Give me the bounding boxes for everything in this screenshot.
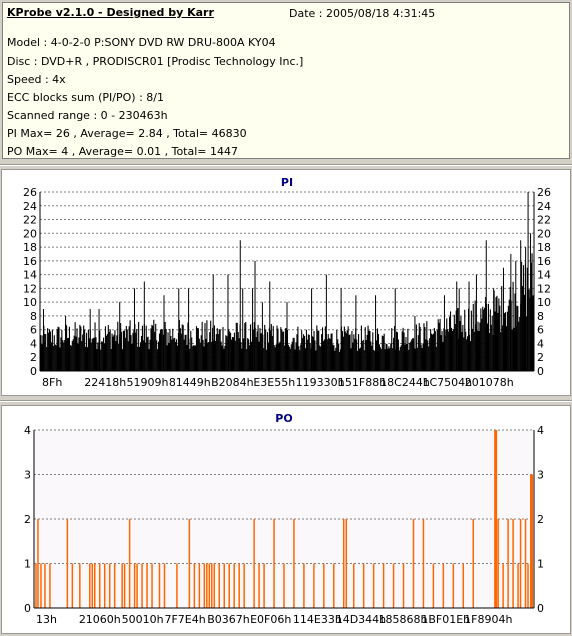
y-tick-label-left: 2 [24,513,31,526]
x-tick-label: 22418h [84,376,126,389]
y-tick-label-left: 16 [23,255,37,268]
x-tick-label: 1C7504h [422,376,472,389]
section-divider [0,164,572,165]
app-title: KProbe v2.1.0 - Designed by Karr [7,6,214,19]
y-tick-label-right: 10 [537,296,551,309]
y-tick-label-right: 8 [537,310,544,323]
x-tick-label: 114E33h [293,613,342,626]
y-tick-label-right: 16 [537,255,551,268]
x-tick-label: 151F88h [338,376,386,389]
disc-line: Disc : DVD+R , PRODISCR01 [Prodisc Techn… [7,55,304,68]
x-tick-label: 8Fh [42,376,62,389]
y-tick-label-right: 26 [537,186,551,199]
y-tick-label-right: 0 [537,365,544,378]
y-tick-label-left: 18 [23,241,37,254]
y-tick-label-left: 10 [23,296,37,309]
y-tick-label-left: 2 [30,351,37,364]
y-tick-label-right: 24 [537,200,551,213]
y-tick-label-left: 26 [23,186,37,199]
y-tick-label-left: 8 [30,310,37,323]
y-tick-label-right: 18 [537,241,551,254]
y-tick-label-left: 1 [24,558,31,571]
y-tick-label-right: 14 [537,269,551,282]
y-tick-label-left: 0 [30,365,37,378]
y-tick-label-right: 20 [537,227,551,240]
x-tick-label: 185868h [379,613,428,626]
x-tick-label: 13h [36,613,57,626]
y-tick-label-right: 4 [537,337,544,350]
y-tick-label-left: 24 [23,200,37,213]
y-tick-label-left: 3 [24,469,31,482]
section-divider-highlight [0,401,572,402]
x-tick-label: 81449h [169,376,211,389]
y-tick-label-left: 22 [23,214,37,227]
x-tick-label: 21060h [79,613,121,626]
x-tick-label: 1F8904h [464,613,512,626]
x-tick-label: E0F06h [250,613,291,626]
x-tick-label: 18C244h [380,376,430,389]
y-tick-label-left: 0 [24,602,31,615]
x-tick-label: 14D344h [336,613,386,626]
x-tick-label: B0367h [207,613,250,626]
speed-line: Speed : 4x [7,73,66,86]
y-tick-label-left: 12 [23,282,37,295]
y-tick-label-right: 22 [537,214,551,227]
y-tick-label-left: 20 [23,227,37,240]
y-tick-label-right: 12 [537,282,551,295]
y-tick-label-right: 6 [537,324,544,337]
x-tick-label: 7F7E4h [164,613,205,626]
x-tick-label: 50010h [122,613,164,626]
x-tick-label: E3E55h [253,376,295,389]
section-divider [0,400,572,401]
pi-chart-panel: PI 0 0 2 2 4 4 6 6 8 8 10 10 12 12 14 14 16 16 18 18 20 20 22 22… [1,169,571,396]
y-tick-label-left: 4 [30,337,37,350]
scan-date: Date : 2005/08/18 4:31:45 [289,7,436,20]
y-tick-label-right: 0 [537,602,544,615]
po-stats-line: PO Max= 4 , Average= 0.01 , Total= 1447 [7,145,238,158]
y-tick-label-left: 6 [30,324,37,337]
y-tick-label-right: 2 [537,351,544,364]
y-tick-label-right: 4 [537,424,544,437]
chart-title: PO [275,412,292,425]
po-chart-panel: PO 0 0 1 1 2 2 3 3 4 4 13h 21060h 50010h 7F7E4h B0367h E… [1,405,571,634]
model-line: Model : 4-0-2-0 P:SONY DVD RW DRU-800A K… [7,36,276,49]
x-tick-label: 1BF01Eh [421,613,470,626]
y-tick-label-left: 4 [24,424,31,437]
po-chart: PO 0 0 1 1 2 2 3 3 4 4 13h 21060h 50010h 7F7E4h B0367h E… [24,412,544,626]
y-tick-label-right: 1 [537,558,544,571]
x-tick-label: B2084h [211,376,254,389]
x-tick-label: 51909h [127,376,169,389]
x-tick-label: 119330h [296,376,345,389]
pi-stats-line: PI Max= 26 , Average= 2.84 , Total= 4683… [7,127,247,140]
y-tick-label-right: 3 [537,469,544,482]
chart-title: PI [281,176,293,189]
y-tick-label-right: 2 [537,513,544,526]
range-line: Scanned range : 0 - 230463h [7,109,168,122]
x-tick-label: 201078h [465,376,514,389]
ecc-line: ECC blocks sum (PI/PO) : 8/1 [7,91,164,104]
section-divider-highlight [0,165,572,166]
info-panel: KProbe v2.1.0 - Designed by Karr Date : … [2,2,570,159]
y-tick-label-left: 14 [23,269,37,282]
